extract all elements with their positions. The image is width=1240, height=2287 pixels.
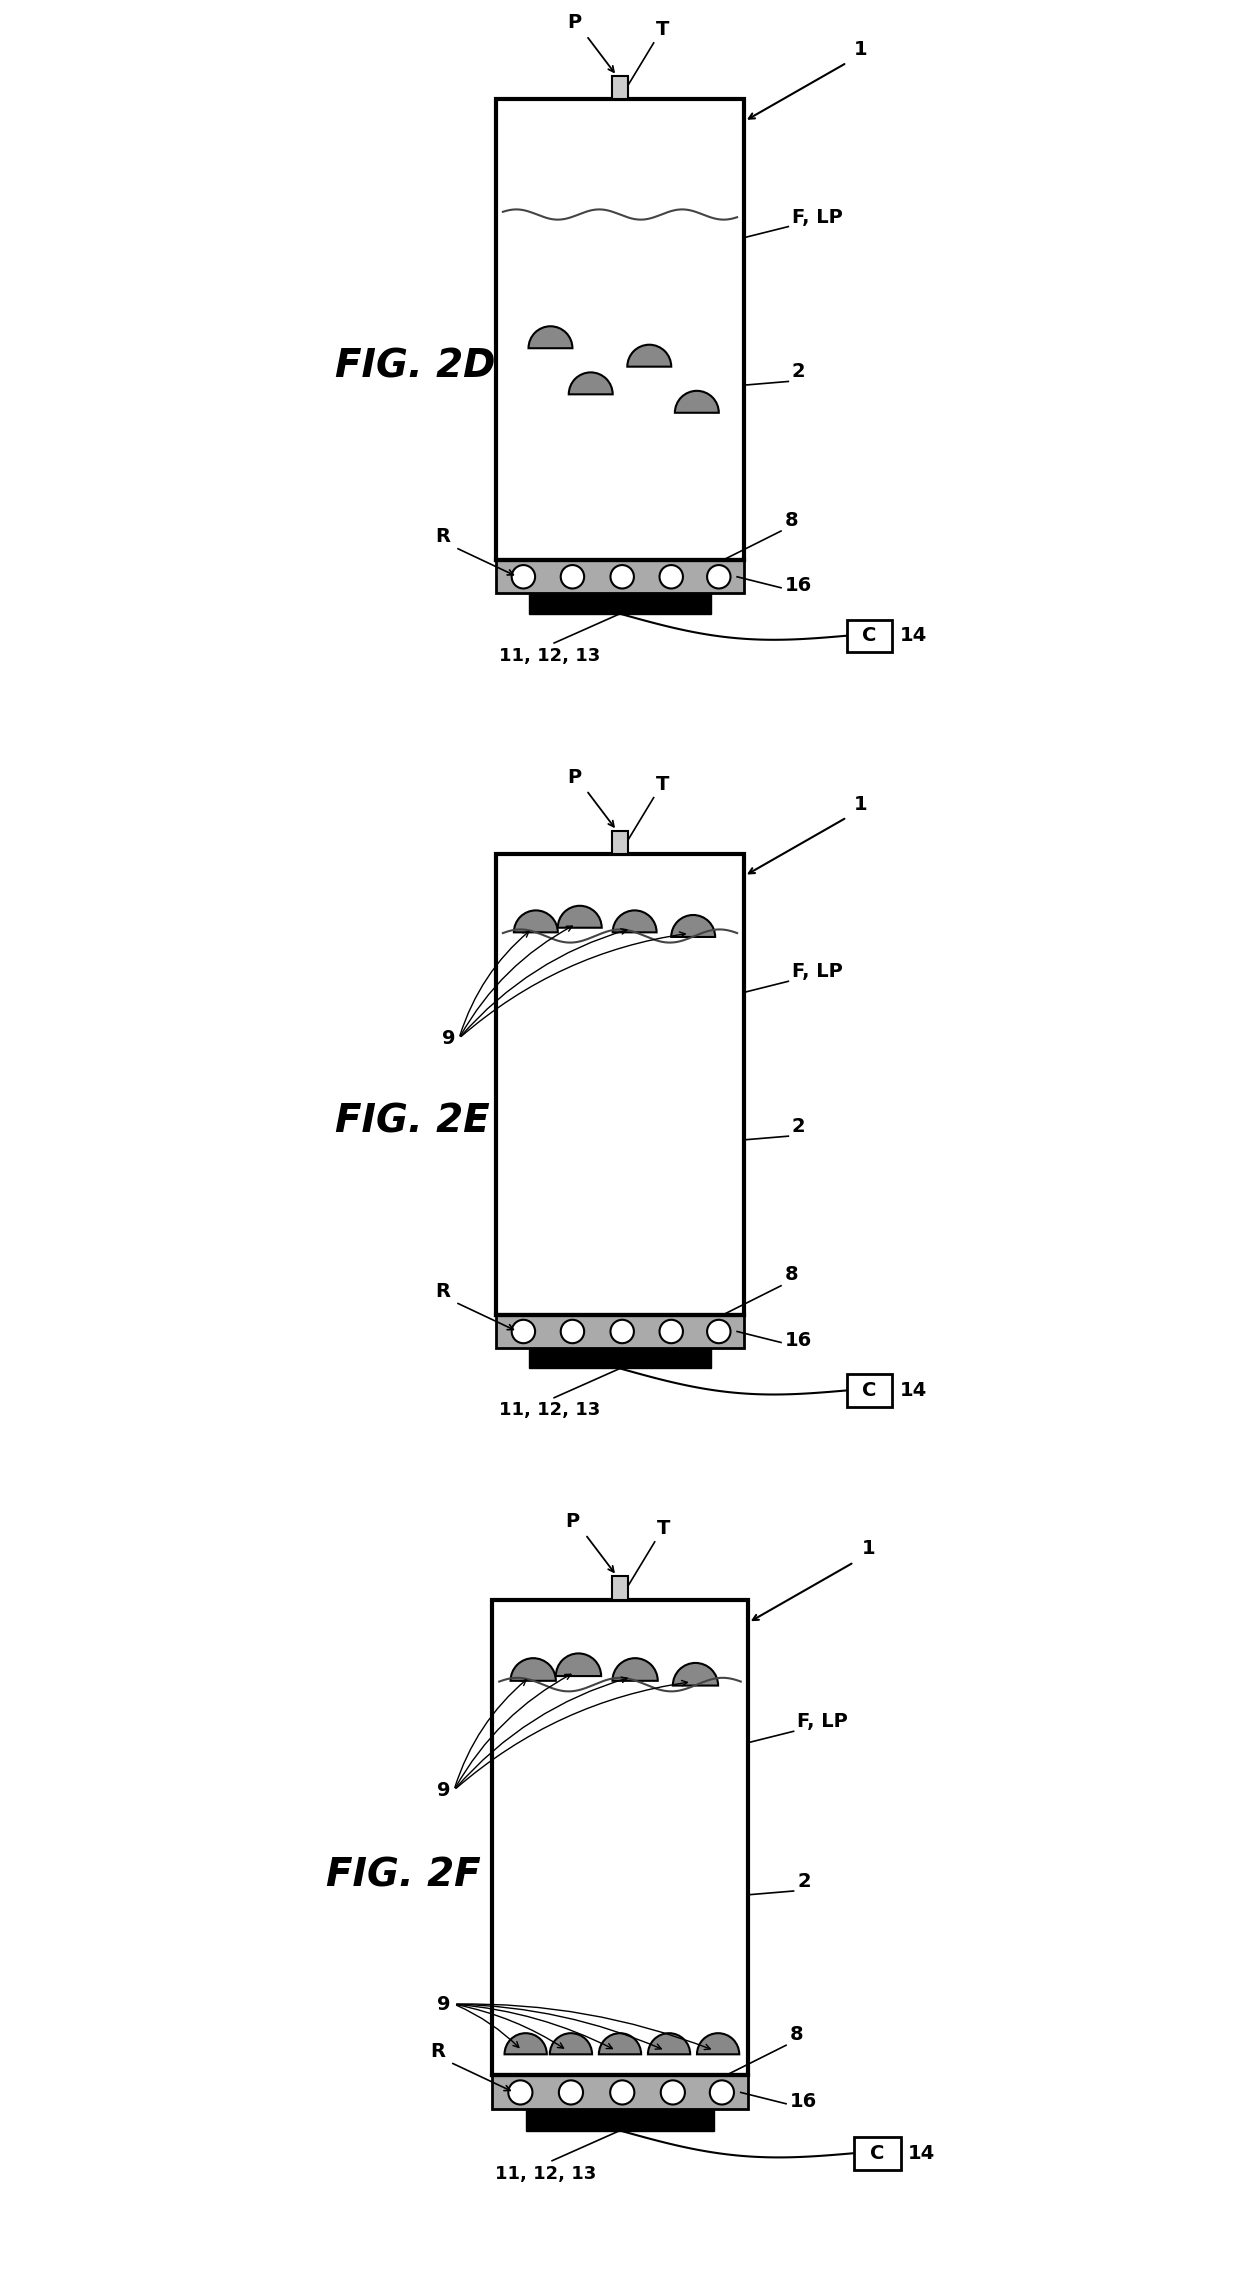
Bar: [526, 2109, 714, 2131]
Wedge shape: [599, 2033, 641, 2054]
Wedge shape: [697, 2033, 739, 2054]
Circle shape: [709, 2081, 734, 2104]
Wedge shape: [511, 1658, 556, 1681]
Bar: [528, 1347, 712, 1368]
Wedge shape: [528, 327, 573, 348]
Circle shape: [512, 1320, 536, 1342]
Wedge shape: [613, 910, 657, 933]
Circle shape: [508, 2081, 532, 2104]
Wedge shape: [549, 2033, 591, 2054]
Wedge shape: [513, 910, 558, 933]
Text: 9: 9: [436, 1994, 450, 2013]
Bar: [613, 75, 627, 98]
Text: C: C: [870, 2143, 884, 2164]
Wedge shape: [675, 391, 719, 412]
Circle shape: [660, 1320, 683, 1342]
Bar: [854, 2136, 900, 2170]
Text: 9: 9: [441, 1029, 455, 1047]
Bar: [528, 592, 712, 613]
Wedge shape: [505, 2033, 547, 2054]
Text: 14: 14: [908, 2143, 935, 2164]
Bar: [492, 1601, 748, 2077]
Circle shape: [661, 2081, 684, 2104]
Bar: [496, 560, 744, 592]
Text: 1: 1: [854, 794, 868, 814]
Text: 2: 2: [792, 1116, 806, 1137]
Text: 16: 16: [785, 1331, 812, 1349]
Text: 16: 16: [790, 2093, 817, 2111]
Wedge shape: [556, 1654, 601, 1676]
Circle shape: [560, 565, 584, 588]
Text: 9: 9: [436, 1782, 450, 1800]
Text: 8: 8: [790, 2024, 804, 2045]
Text: T: T: [656, 21, 670, 39]
Circle shape: [512, 565, 536, 588]
Wedge shape: [649, 2033, 691, 2054]
Text: 11, 12, 13: 11, 12, 13: [500, 1402, 600, 1420]
Bar: [496, 853, 744, 1315]
Text: 16: 16: [785, 576, 812, 595]
Bar: [847, 1374, 893, 1407]
Wedge shape: [673, 1663, 718, 1686]
Text: 8: 8: [785, 510, 799, 531]
Circle shape: [660, 565, 683, 588]
Circle shape: [610, 1320, 634, 1342]
Text: R: R: [435, 1281, 450, 1301]
Text: FIG. 2E: FIG. 2E: [335, 1102, 490, 1141]
Bar: [492, 2077, 748, 2109]
Text: P: P: [567, 768, 582, 787]
Wedge shape: [627, 345, 671, 366]
Text: F, LP: F, LP: [792, 963, 843, 981]
Text: FIG. 2D: FIG. 2D: [335, 348, 495, 387]
Circle shape: [610, 565, 634, 588]
Text: FIG. 2F: FIG. 2F: [326, 1857, 480, 1894]
Text: R: R: [435, 526, 450, 547]
Bar: [611, 1576, 629, 1601]
Text: P: P: [567, 14, 582, 32]
Circle shape: [559, 2081, 583, 2104]
Text: F, LP: F, LP: [797, 1713, 848, 1731]
Text: 14: 14: [899, 627, 926, 645]
Circle shape: [707, 1320, 730, 1342]
Text: C: C: [862, 627, 877, 645]
Text: 8: 8: [785, 1265, 799, 1285]
Text: 1: 1: [862, 1539, 875, 1557]
Circle shape: [610, 2081, 635, 2104]
Text: C: C: [862, 1381, 877, 1400]
Wedge shape: [558, 906, 601, 929]
Text: F, LP: F, LP: [792, 208, 843, 226]
Circle shape: [707, 565, 730, 588]
Text: T: T: [657, 1519, 671, 1539]
Text: R: R: [430, 2042, 445, 2061]
Wedge shape: [569, 373, 613, 393]
Text: 2: 2: [792, 361, 806, 382]
Bar: [613, 830, 627, 853]
Circle shape: [560, 1320, 584, 1342]
Text: T: T: [656, 775, 670, 794]
Bar: [847, 620, 893, 652]
Bar: [496, 1315, 744, 1347]
Wedge shape: [671, 915, 715, 938]
Text: 11, 12, 13: 11, 12, 13: [500, 647, 600, 666]
Text: 11, 12, 13: 11, 12, 13: [496, 2164, 596, 2182]
Text: 14: 14: [899, 1381, 926, 1400]
Bar: [496, 98, 744, 560]
Text: 2: 2: [797, 1873, 811, 1891]
Text: 1: 1: [854, 39, 868, 59]
Text: P: P: [565, 1512, 579, 1530]
Wedge shape: [613, 1658, 657, 1681]
